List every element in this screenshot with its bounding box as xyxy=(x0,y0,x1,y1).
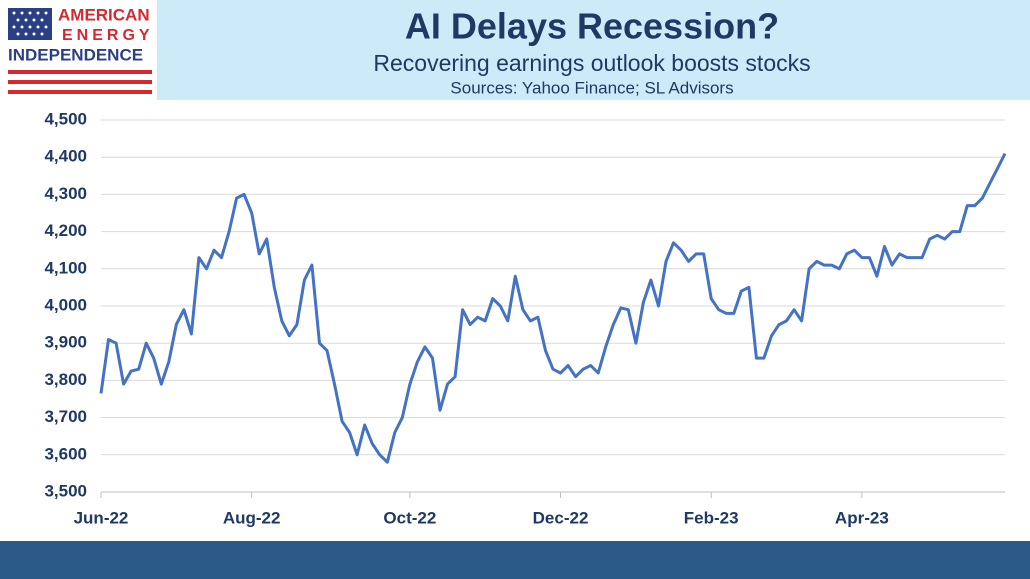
logo-line: INDEPENDENCE xyxy=(8,45,143,64)
chart-source: Sources: Yahoo Finance; SL Advisors xyxy=(450,78,733,97)
y-tick-label: 4,300 xyxy=(44,184,87,203)
flag-stars xyxy=(12,11,48,36)
y-tick-label: 3,500 xyxy=(44,481,87,500)
logo-stripe xyxy=(8,70,152,74)
logo-line: ENERGY xyxy=(62,27,154,44)
logo: AMERICAN ENERGY INDEPENDENCE xyxy=(8,5,154,94)
x-tick-label: Apr-23 xyxy=(835,508,889,527)
title-banner xyxy=(157,0,1030,100)
logo-stripe xyxy=(8,80,152,84)
logo-line: AMERICAN xyxy=(58,5,150,24)
y-tick-label: 3,600 xyxy=(44,444,87,463)
y-tick-label: 3,800 xyxy=(44,370,87,389)
y-tick-label: 3,700 xyxy=(44,407,87,426)
line xyxy=(99,152,1007,464)
logo-stripe xyxy=(8,90,152,94)
chart-subtitle: Recovering earnings outlook boosts stock… xyxy=(373,50,810,76)
x-tick-label: Jun-22 xyxy=(74,508,129,527)
y-tick-label: 3,900 xyxy=(44,333,87,352)
x-tick-label: Aug-22 xyxy=(223,508,281,527)
x-tick-label: Oct-22 xyxy=(383,508,436,527)
y-tick-label: 4,200 xyxy=(44,221,87,240)
y-tick-label: 4,000 xyxy=(44,295,87,314)
x-tick-label: Dec-22 xyxy=(533,508,589,527)
y-tick-label: 4,100 xyxy=(44,258,87,277)
y-tick-label: 4,400 xyxy=(44,147,87,166)
footer-band xyxy=(0,541,1030,579)
y-tick-label: 4,500 xyxy=(44,109,87,128)
x-tick-label: Feb-23 xyxy=(684,508,739,527)
chart-title: AI Delays Recession? xyxy=(405,6,779,47)
